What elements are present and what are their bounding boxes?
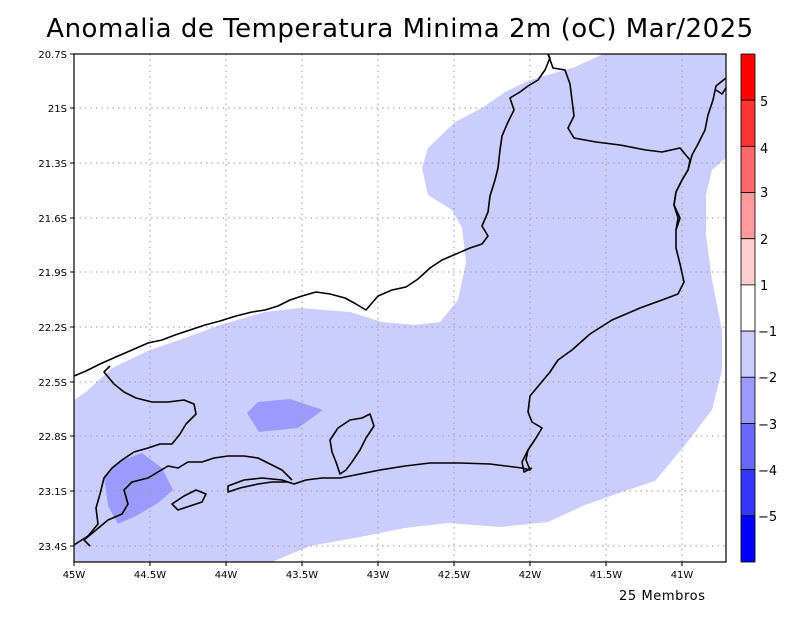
colorbar-swatch <box>740 145 756 193</box>
colorbar-label: 4 <box>760 142 768 157</box>
state-border-sp <box>74 365 197 546</box>
lon-label: 41.5W <box>590 570 622 581</box>
map-frame <box>73 53 727 563</box>
lat-label: 20.7S <box>38 50 67 61</box>
map-title: Anomalia de Temperatura Minima 2m (oC) M… <box>46 14 754 44</box>
colorbar-label: 1 <box>760 279 768 294</box>
coast-east <box>227 77 726 493</box>
colorbar-label: 3 <box>760 186 768 201</box>
lat-label: 21.3S <box>38 159 67 170</box>
coast-east-detail <box>715 87 726 95</box>
anomaly-region-light <box>74 54 726 562</box>
map-grid <box>74 54 726 562</box>
lat-label: 21S <box>48 104 67 115</box>
colorbar-label: −3 <box>758 418 777 433</box>
colorbar-swatch <box>740 423 756 471</box>
colorbar-swatch <box>740 192 756 240</box>
anomaly-region-dark-1 <box>247 399 323 432</box>
lat-label: 21.9S <box>38 268 67 279</box>
lat-label: 22.8S <box>38 432 67 443</box>
state-border-north <box>74 54 551 377</box>
lat-label: 21.6S <box>38 214 67 225</box>
colorbar-swatch <box>740 330 756 378</box>
colorbar-swatch <box>740 99 756 147</box>
colorbar-swatch <box>740 284 756 332</box>
colorbar-swatch <box>740 238 756 286</box>
lon-label: 42.5W <box>438 570 470 581</box>
colorbar-swatch <box>740 376 756 424</box>
colorbar-label: −2 <box>758 371 777 386</box>
island-ilha-grande <box>171 489 207 511</box>
lon-label: 44.5W <box>134 570 166 581</box>
colorbar-swatch <box>740 515 756 563</box>
colorbar-swatch <box>740 53 756 101</box>
colorbar <box>740 53 756 563</box>
coast-cabo-frio <box>521 449 533 473</box>
colorbar-label: 2 <box>760 233 768 248</box>
colorbar-label: −5 <box>758 510 777 525</box>
colorbar-label: 5 <box>760 95 768 110</box>
lon-label: 45W <box>63 570 86 581</box>
guanabara-bay <box>329 413 375 475</box>
lat-label: 23.1S <box>38 487 67 498</box>
axis-ticks <box>70 53 683 566</box>
ensemble-members-note: 25 Membros <box>619 589 706 604</box>
lon-label: 43W <box>367 570 390 581</box>
colorbar-swatch <box>740 469 756 517</box>
lon-label: 41W <box>671 570 694 581</box>
lon-label: 44W <box>215 570 238 581</box>
lon-label: 42W <box>519 570 542 581</box>
colorbar-label: −1 <box>758 325 777 340</box>
coast-south-west <box>83 455 293 547</box>
lat-label: 22.5S <box>38 378 67 389</box>
anomaly-region-dark-2 <box>104 453 173 524</box>
lat-label: 22.2S <box>38 323 67 334</box>
colorbar-label: −4 <box>758 464 777 479</box>
lon-label: 43.5W <box>286 570 318 581</box>
lat-label: 23.4S <box>38 542 67 553</box>
